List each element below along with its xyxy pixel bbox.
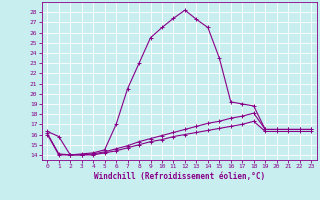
X-axis label: Windchill (Refroidissement éolien,°C): Windchill (Refroidissement éolien,°C) (94, 172, 265, 181)
